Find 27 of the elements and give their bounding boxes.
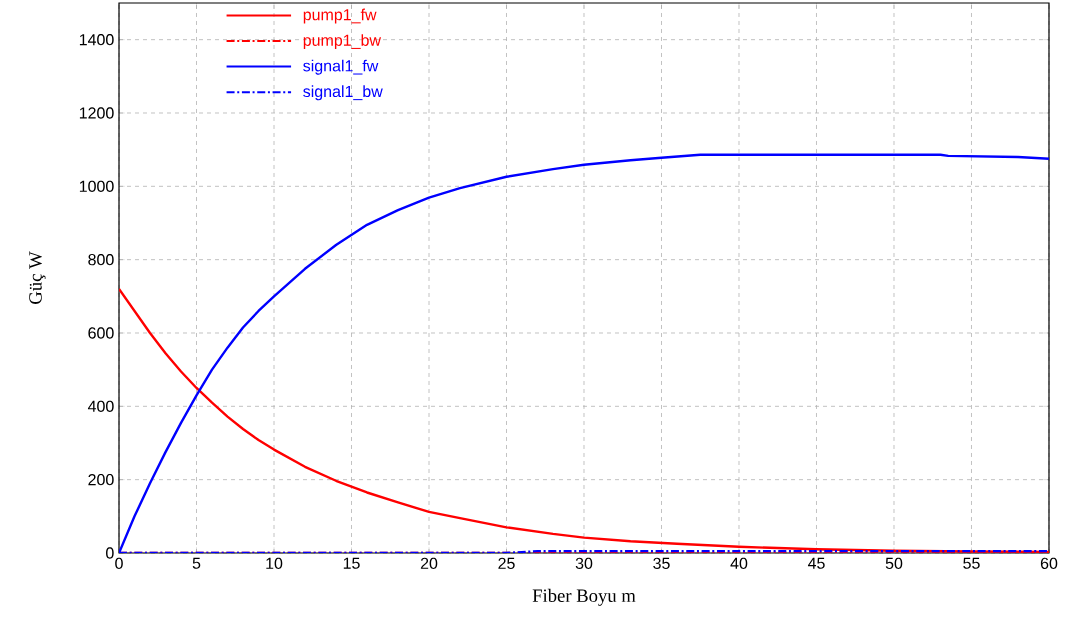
x-tick-label: 5	[192, 557, 201, 569]
x-tick-label: 50	[885, 557, 903, 570]
y-tick-label: 1000	[79, 180, 114, 192]
legend-label: pump1_bw	[303, 34, 382, 50]
x-tick-label: 15	[343, 557, 360, 569]
x-tick-label: 45	[807, 557, 825, 569]
y-tick-label: 0	[106, 547, 114, 559]
legend-label: pump1_fw	[303, 8, 377, 24]
y-tick-label: 600	[88, 327, 114, 339]
x-tick-label: 10	[266, 557, 283, 570]
x-tick-label: 0	[115, 557, 123, 570]
x-tick-label: 20	[420, 557, 438, 570]
x-tick-label: 35	[653, 557, 670, 570]
x-tick-label: 55	[963, 557, 980, 569]
x-tick-label: 40	[730, 557, 748, 570]
y-axis-title: Güç W	[29, 251, 46, 304]
x-tick-label: 25	[498, 557, 515, 570]
y-tick-label: 1200	[79, 107, 114, 119]
y-tick-label: 200	[88, 474, 114, 486]
y-tick-label: 1400	[79, 34, 114, 46]
y-tick-label: 400	[87, 400, 114, 412]
x-axis-title: Fiber Boyu m	[532, 588, 636, 606]
legend-label: signal1_fw	[303, 59, 379, 75]
y-tick-label: 800	[88, 254, 114, 266]
x-tick-label: 60	[1040, 557, 1058, 570]
x-tick-label: 30	[575, 557, 593, 570]
legend-label: signal1_bw	[303, 85, 383, 101]
